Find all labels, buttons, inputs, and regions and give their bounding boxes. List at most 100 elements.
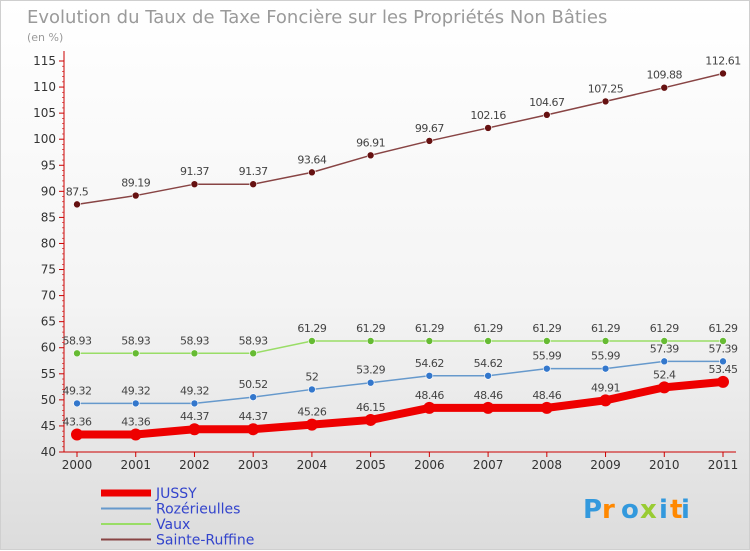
- data-point: [658, 381, 671, 394]
- series-roz-rieulles: 49.32 49.32 49.32 50.52 52 53.29 54.62 54.62 55.…: [63, 342, 738, 408]
- data-point: [190, 180, 199, 188]
- data-point: [73, 200, 81, 209]
- data-label: 91.37: [180, 165, 209, 178]
- y-tick-label: 45: [41, 419, 56, 433]
- data-label: 44.37: [239, 410, 268, 423]
- data-point: [131, 191, 140, 200]
- x-tick-label: 2007: [473, 458, 504, 472]
- data-label: 48.46: [532, 389, 561, 402]
- x-tick-label: 2006: [414, 458, 445, 472]
- data-label: 52.4: [653, 368, 676, 381]
- x-tick-label: 2005: [355, 458, 386, 472]
- data-label: 49.32: [121, 384, 150, 397]
- logo-letter: P: [583, 495, 602, 525]
- data-point: [543, 111, 551, 119]
- logo-letter: i: [681, 495, 690, 525]
- data-point: [249, 180, 257, 188]
- series-jussy: 43.36 43.36 44.37 44.37 45.26 46.15 48.46 48.46…: [63, 363, 738, 441]
- data-point: [601, 97, 610, 106]
- y-tick-label: 115: [33, 54, 56, 68]
- data-point: [484, 124, 492, 132]
- x-tick-label: 2001: [120, 458, 151, 472]
- data-point: [425, 137, 434, 145]
- data-label: 53.45: [709, 363, 738, 376]
- axes: 40 45 50 55 60 65 70 75 80 85 90 95 100 105 110 115 2000…: [33, 51, 738, 472]
- legend-item: JUSSY: [101, 486, 197, 502]
- logo-letter: r: [602, 495, 615, 525]
- data-label: 61.29: [650, 322, 679, 335]
- data-label: 87.5: [66, 185, 89, 198]
- data-label: 44.37: [180, 410, 209, 423]
- series-line: [76, 340, 724, 355]
- data-label: 43.36: [63, 415, 92, 428]
- data-point: [190, 349, 199, 358]
- logo-letter: i: [659, 495, 668, 525]
- data-label: 48.46: [415, 389, 444, 402]
- y-tick-label: 85: [41, 210, 56, 224]
- y-tick-label: 110: [33, 80, 56, 94]
- logo-letter: o: [621, 495, 639, 525]
- data-point: [364, 413, 377, 426]
- data-point: [719, 337, 727, 345]
- data-point: [366, 337, 375, 345]
- x-tick-label: 2002: [179, 458, 210, 472]
- data-point: [131, 349, 140, 358]
- data-point: [188, 423, 201, 436]
- series-vaux: 58.93 58.93 58.93 58.93 61.29 61.29 61.29 61.29…: [63, 322, 738, 358]
- data-point: [425, 337, 434, 345]
- data-label: 61.29: [532, 322, 561, 335]
- data-label: 57.39: [709, 342, 738, 355]
- logo-letter: t: [670, 495, 682, 525]
- data-point: [660, 357, 669, 366]
- data-label: 49.32: [63, 384, 92, 397]
- x-tick-label: 2011: [708, 458, 739, 472]
- data-point: [71, 428, 83, 441]
- data-label: 109.88: [647, 69, 683, 82]
- data-label: 58.93: [239, 334, 268, 347]
- chart-title: Evolution du Taux de Taxe Foncière sur l…: [27, 7, 607, 28]
- data-label: 58.93: [121, 334, 150, 347]
- y-tick-label: 80: [41, 236, 56, 250]
- y-tick-label: 75: [41, 263, 56, 277]
- data-point: [601, 364, 610, 373]
- data-point: [305, 418, 318, 431]
- data-label: 99.67: [415, 122, 444, 135]
- y-tick-label: 50: [41, 393, 56, 407]
- data-point: [247, 423, 260, 436]
- y-tick-label: 95: [41, 158, 56, 172]
- y-tick-label: 40: [41, 445, 56, 459]
- data-point: [601, 337, 610, 345]
- y-tick-label: 60: [41, 341, 56, 355]
- data-point: [484, 337, 492, 345]
- data-label: 53.29: [356, 364, 385, 377]
- series-line: [76, 72, 724, 206]
- data-point: [599, 394, 612, 407]
- data-label: 54.62: [474, 357, 503, 370]
- x-tick-label: 2004: [297, 458, 328, 472]
- data-point: [423, 401, 436, 414]
- data-label: 102.16: [470, 109, 506, 122]
- legend-label: Sainte-Ruffine: [156, 533, 254, 549]
- logo-letter: x: [640, 495, 657, 525]
- data-label: 48.46: [474, 389, 503, 402]
- y-tick-label: 65: [41, 315, 56, 329]
- data-label: 52: [305, 370, 318, 383]
- y-tick-label: 90: [41, 184, 56, 198]
- legend-label: Vaux: [156, 517, 190, 533]
- data-point: [308, 385, 316, 394]
- legend-item: Sainte-Ruffine: [101, 533, 254, 549]
- legend-label: Rozérieulles: [156, 502, 240, 518]
- x-tick-label: 2010: [649, 458, 680, 472]
- series-line: [76, 360, 724, 405]
- data-point: [73, 349, 81, 358]
- data-label: 61.29: [297, 322, 326, 335]
- data-point: [543, 364, 551, 373]
- data-label: 96.91: [356, 136, 385, 149]
- x-tick-label: 2003: [238, 458, 269, 472]
- legend-item: Rozérieulles: [101, 502, 240, 518]
- data-label: 49.32: [180, 384, 209, 397]
- data-point: [484, 371, 492, 380]
